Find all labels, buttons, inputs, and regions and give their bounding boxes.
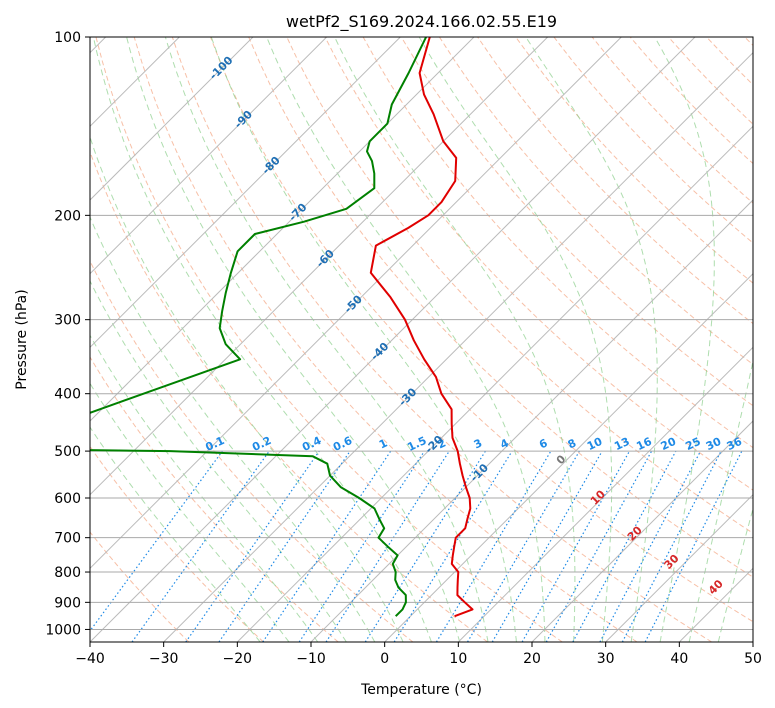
isotherm-line: [752, 641, 753, 642]
x-tick-label: −40: [75, 651, 105, 667]
dry-adiabat: [90, 150, 488, 642]
moist-adiabat: [334, 37, 576, 642]
y-tick-label: 300: [54, 313, 81, 329]
moist-adiabat: [90, 135, 404, 642]
x-tick-label: 30: [597, 651, 615, 667]
dry-adiabat: [324, 37, 753, 491]
x-tick-label: −10: [296, 651, 326, 667]
moist-adiabat: [266, 37, 546, 642]
y-tick-label: 400: [54, 387, 81, 403]
plot-area: [90, 37, 753, 642]
mixing-ratio-label: 16: [634, 435, 654, 453]
chart-title: wetPf2_S169.2024.166.02.55.E19: [286, 12, 557, 32]
moist-adiabat: [126, 37, 461, 642]
dry-adiabat: [515, 37, 753, 284]
y-axis-label: Pressure (hPa): [14, 289, 30, 389]
moist-adiabat: [164, 37, 489, 642]
y-tick-label: 700: [54, 531, 81, 547]
mixing-ratio-line: [435, 450, 552, 642]
y-tick-label: 900: [54, 595, 81, 611]
dry-adiabat: [90, 356, 339, 642]
moist-adiabat: [92, 37, 432, 642]
y-tick-label: 200: [54, 208, 81, 224]
isotherm-line: [90, 37, 622, 570]
isotherm-line: [531, 420, 753, 642]
x-axis-ticks: −40 −30 −20 −10 0 10 20 30 40 50: [75, 642, 762, 667]
x-tick-label: 40: [670, 651, 688, 667]
moist-adiabat: [654, 37, 715, 642]
mixing-ratio-line: [364, 450, 486, 642]
dry-adiabat: [438, 37, 753, 366]
dry-adiabat: [210, 37, 753, 623]
moist-adiabat: [210, 37, 517, 642]
isotherm-line: [90, 37, 549, 496]
y-tick-label: 100: [54, 30, 81, 46]
pressure-grid: [90, 37, 753, 630]
moist-adiabat: [90, 382, 290, 642]
mixing-ratio-label: 20: [659, 435, 679, 453]
dry-adiabat: [400, 37, 753, 407]
isotherm-line: [605, 493, 753, 642]
mixing-ratio-line: [325, 450, 450, 642]
mixing-ratio-line: [491, 450, 603, 642]
x-tick-label: −20: [223, 651, 253, 667]
mixing-ratio-label: 36: [725, 435, 745, 453]
x-axis-label: Temperature (°C): [360, 682, 482, 698]
isotherm-line: [90, 37, 254, 201]
x-tick-label: 10: [449, 651, 467, 667]
mixing-ratio-label: 10: [585, 435, 605, 453]
dry-adiabat: [133, 37, 638, 642]
profile-line-1: [90, 37, 427, 617]
moist-adiabat: [90, 215, 376, 642]
mixing-ratio-line: [185, 450, 320, 642]
dry-adiabat: [90, 531, 190, 642]
mixing-ratio-label: 25: [683, 435, 702, 453]
x-tick-label: 50: [744, 651, 762, 667]
dry-adiabat: [90, 445, 264, 642]
mixing-ratio-label: 30: [704, 435, 724, 453]
profile-line-0: [369, 37, 474, 618]
y-axis-ticks: 1000 900 800 700 600 500 400 300 200 100: [45, 30, 90, 638]
mixing-ratio-line: [466, 450, 580, 642]
moist-adiabat: [90, 334, 319, 642]
moist-adiabat: [525, 37, 658, 642]
y-tick-label: 800: [54, 565, 81, 581]
profiles: [90, 37, 474, 618]
moist-adiabat: [90, 426, 261, 642]
isotherm-line: [163, 51, 753, 642]
isotherm-line: [384, 272, 753, 642]
y-tick-label: 600: [54, 491, 81, 507]
mixing-ratio-line: [545, 450, 653, 642]
moist-adiabat: [688, 358, 753, 642]
y-tick-label: 1000: [45, 622, 81, 638]
x-tick-label: 0: [380, 651, 389, 667]
mixing-ratio-line: [218, 450, 351, 642]
isotherm-line: [310, 199, 753, 642]
dry-adiabat: [171, 37, 712, 642]
mixing-ratio-line: [572, 450, 677, 642]
isotherm-line: [236, 125, 753, 642]
isotherm-line: [90, 37, 696, 642]
isotherm-line: [90, 37, 401, 349]
isotherm-line: [457, 346, 753, 642]
x-tick-label: 20: [523, 651, 541, 667]
mixing-ratio-line: [393, 450, 513, 642]
mixing-ratio-label: 13: [612, 435, 631, 453]
isotherm-line: [90, 37, 328, 275]
moist-adiabat: [717, 506, 753, 642]
moist-adiabat: [418, 37, 613, 642]
y-tick-label: 500: [54, 444, 81, 460]
plot-frame: [89, 36, 754, 643]
x-tick-label: −30: [149, 651, 179, 667]
mixing-ratio-line: [521, 450, 631, 642]
dry-adiabat: [248, 37, 753, 578]
dry-adiabat: [95, 37, 563, 642]
